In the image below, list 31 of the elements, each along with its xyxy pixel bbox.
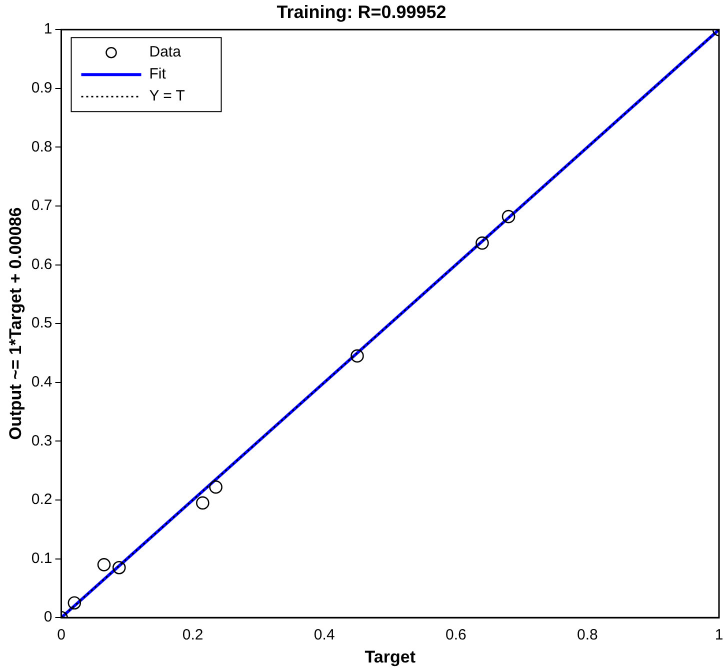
point (68, 596, 82, 610)
legend-label: Y = T (149, 88, 185, 105)
y-tick-label: 0.5 (31, 314, 52, 332)
y-tick-label: 0 (44, 608, 52, 626)
y-tick-label: 1 (44, 20, 52, 38)
x-tick-label: 1 (714, 626, 724, 644)
point (502, 210, 516, 224)
x-tick-label: 0.6 (445, 626, 466, 644)
x-tick-label: 0.4 (314, 626, 335, 644)
x-tick-label: 0 (57, 626, 66, 644)
x-axis-title: Target (364, 647, 416, 666)
point (112, 560, 126, 574)
x-tick-label: 0.2 (182, 626, 204, 644)
y-tick-label: 0.6 (31, 256, 52, 273)
x-tick-label: 0.8 (577, 626, 598, 644)
y-tick-label: 0.1 (31, 550, 52, 567)
y-tick-label: 0.8 (31, 138, 52, 156)
point (196, 496, 210, 510)
point (350, 349, 364, 363)
y-tick-label: 0.7 (31, 197, 52, 214)
point (209, 480, 222, 494)
legend-label: Data (149, 44, 182, 61)
legend-label: Fit (149, 66, 167, 83)
point (97, 558, 111, 572)
point (476, 236, 489, 250)
chart-title: Training: R=0.99952 (276, 2, 446, 22)
y-tick-label: 0.4 (31, 374, 52, 391)
y-tick-label: 0.9 (31, 80, 52, 97)
y-tick-label: 0.3 (31, 432, 52, 450)
y-tick-label: 0.2 (31, 491, 52, 508)
y-axis-title: Output ~= 1*Target + 0.00086 (6, 207, 25, 440)
